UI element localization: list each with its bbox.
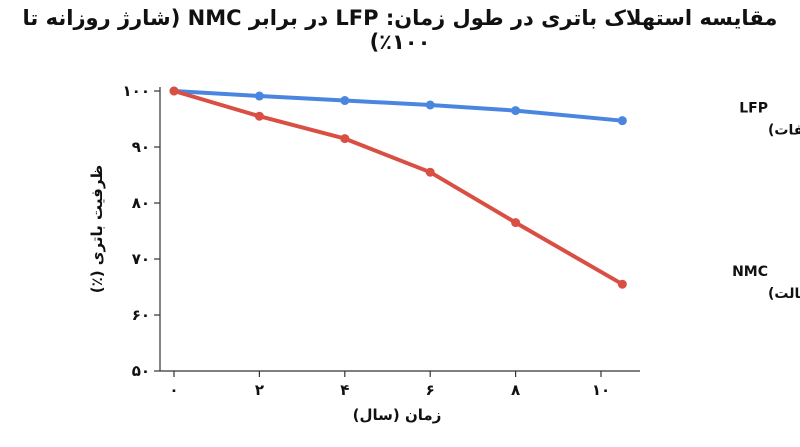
data-point-nmc [254, 111, 264, 121]
y-tick-label: ۷۰ [132, 250, 150, 268]
series-label-lfp: LFP [739, 101, 768, 117]
x-tick-label: ۸ [511, 381, 520, 399]
y-tick-label: ۹۰ [132, 138, 150, 156]
ticks: ۵۰ ۶۰ ۷۰ ۸۰ ۹۰ ۱۰۰ ۰ ۲ ۴ ۶ ۸ ۱۰ [123, 82, 611, 399]
x-tick-label: ۲ [255, 381, 264, 399]
x-tick-label: ۴ [340, 381, 349, 399]
data-point-nmc [617, 279, 627, 289]
data-point-nmc [511, 218, 521, 228]
chart-title: مقایسه استهلاک باتری در طول زمان: LFP در… [22, 6, 778, 54]
y-tick-label: ۱۰۰ [123, 82, 150, 100]
series-line-nmc [172, 89, 625, 287]
legend-layer: LFP(لیتیوم آهن فسفات) NMC(نیکل منگنز کبال… [732, 101, 800, 303]
y-tick-label: ۸۰ [132, 194, 150, 212]
x-axis-title: زمان (سال) [353, 406, 442, 424]
y-axis-title: ظرفیت باتری (٪) [88, 165, 106, 294]
x-tick-label: ۱۰ [592, 381, 610, 399]
data-point-lfp [425, 100, 435, 110]
data-point-lfp [340, 96, 350, 106]
x-tick-label: ۶ [426, 381, 435, 399]
data-point-lfp [617, 116, 627, 126]
x-tick-label: ۰ [169, 381, 178, 399]
data-point-nmc [340, 134, 350, 144]
data-point-nmc [169, 86, 179, 96]
axes [159, 87, 640, 372]
series-layer [169, 86, 627, 289]
series-line-lfp [172, 89, 625, 123]
y-tick-label: ۵۰ [132, 362, 150, 380]
data-point-nmc [425, 167, 435, 177]
series-label-nmc: NMC [732, 264, 768, 280]
y-tick-label: ۶۰ [132, 306, 150, 324]
series-sublabel-lfp: (لیتیوم آهن فسفات) [768, 121, 800, 139]
data-point-lfp [511, 106, 521, 116]
data-point-lfp [254, 91, 264, 101]
series-sublabel-nmc: (نیکل منگنز کبالت) [768, 285, 800, 302]
